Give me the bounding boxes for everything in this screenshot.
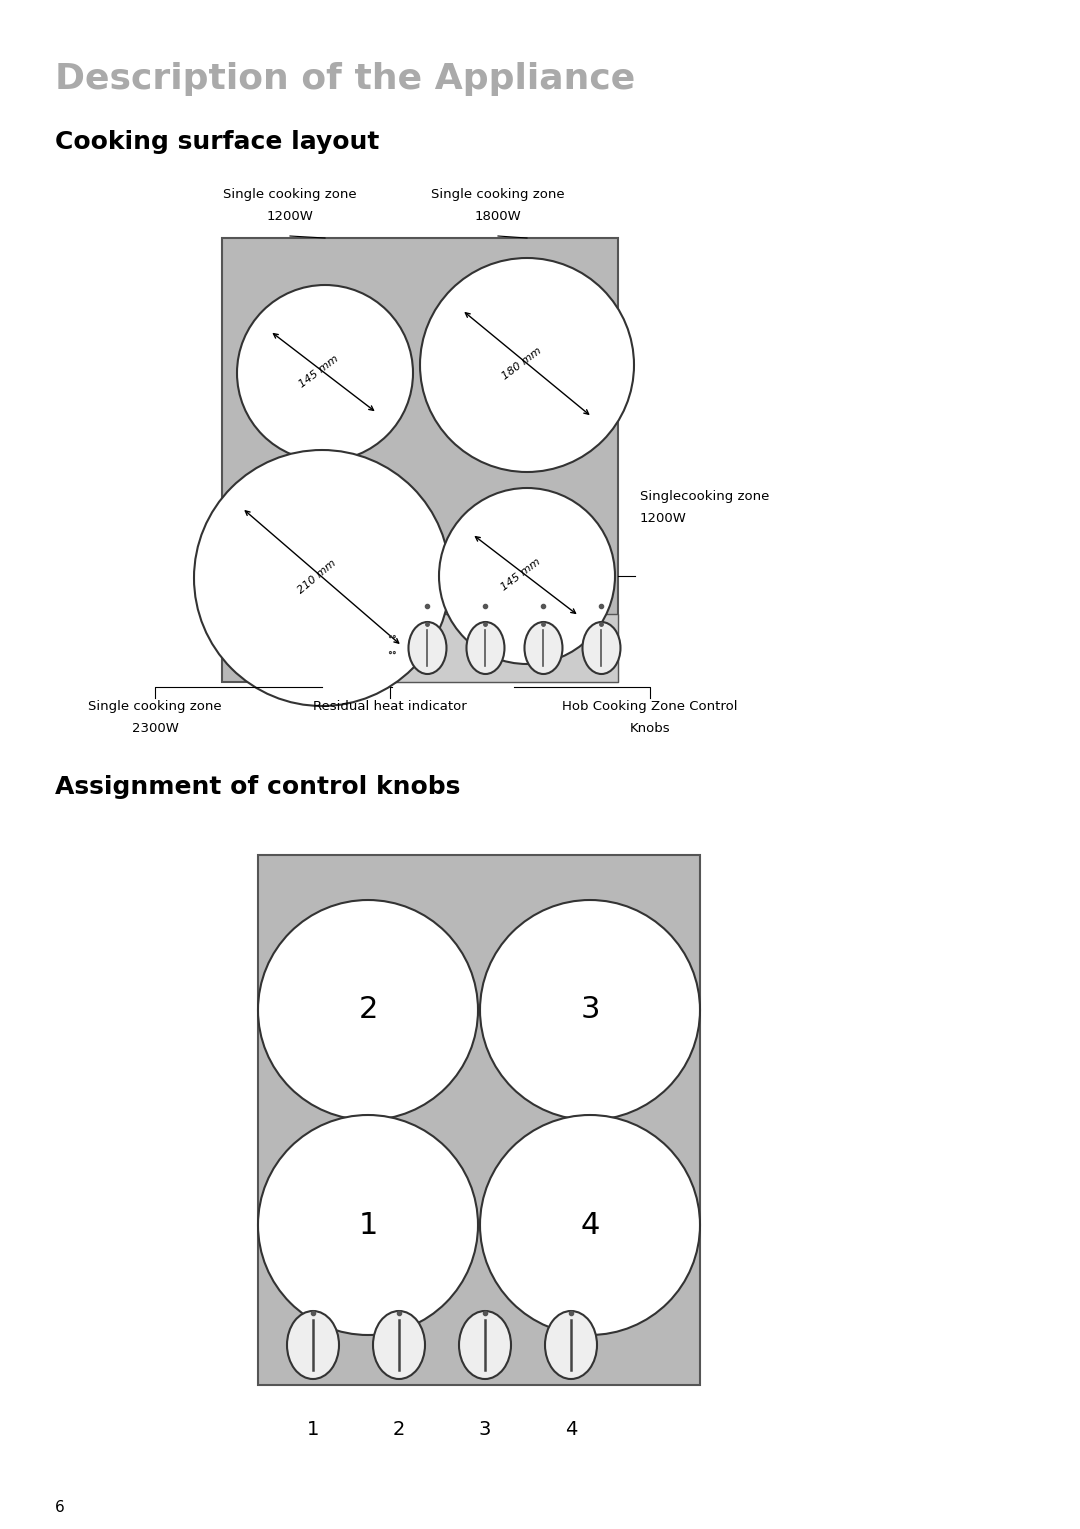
- Ellipse shape: [438, 488, 615, 664]
- Text: 6: 6: [55, 1500, 65, 1515]
- Ellipse shape: [545, 1310, 597, 1379]
- Text: 210 mm: 210 mm: [296, 558, 338, 596]
- Text: 145 mm: 145 mm: [499, 557, 542, 593]
- Text: 4: 4: [565, 1420, 577, 1439]
- Ellipse shape: [408, 622, 446, 674]
- Text: 1800W: 1800W: [474, 209, 522, 223]
- Text: Hob Cooking Zone Control: Hob Cooking Zone Control: [563, 700, 738, 713]
- Text: Singlecooking zone: Singlecooking zone: [640, 489, 769, 503]
- Ellipse shape: [194, 450, 450, 706]
- Text: Description of the Appliance: Description of the Appliance: [55, 63, 635, 96]
- Ellipse shape: [582, 622, 621, 674]
- Ellipse shape: [237, 284, 413, 462]
- Text: Assignment of control knobs: Assignment of control knobs: [55, 775, 460, 800]
- Text: 2300W: 2300W: [132, 722, 178, 735]
- Ellipse shape: [480, 1115, 700, 1335]
- Bar: [373, 615, 618, 682]
- Ellipse shape: [459, 1310, 511, 1379]
- Text: Residual heat indicator: Residual heat indicator: [313, 700, 467, 713]
- Text: 1200W: 1200W: [640, 512, 687, 524]
- Text: °°: °°: [388, 651, 397, 661]
- Bar: [258, 855, 700, 1385]
- Text: °°: °°: [388, 635, 397, 645]
- Ellipse shape: [467, 622, 504, 674]
- Text: 180 mm: 180 mm: [500, 346, 543, 382]
- Text: 1: 1: [359, 1211, 378, 1240]
- Text: Cooking surface layout: Cooking surface layout: [55, 130, 379, 154]
- Text: Single cooking zone: Single cooking zone: [89, 700, 221, 713]
- Bar: [222, 239, 618, 682]
- Ellipse shape: [373, 1310, 426, 1379]
- Text: 1200W: 1200W: [267, 209, 313, 223]
- Ellipse shape: [287, 1310, 339, 1379]
- Text: 1: 1: [307, 1420, 320, 1439]
- Text: 2: 2: [359, 995, 378, 1024]
- Text: 3: 3: [580, 995, 599, 1024]
- Text: Knobs: Knobs: [630, 722, 671, 735]
- Ellipse shape: [420, 258, 634, 472]
- Ellipse shape: [525, 622, 563, 674]
- Text: 4: 4: [580, 1211, 599, 1240]
- Ellipse shape: [258, 901, 478, 1121]
- Ellipse shape: [258, 1115, 478, 1335]
- Text: 3: 3: [478, 1420, 491, 1439]
- Text: Single cooking zone: Single cooking zone: [224, 188, 356, 200]
- Ellipse shape: [480, 901, 700, 1121]
- Text: Single cooking zone: Single cooking zone: [431, 188, 565, 200]
- Text: 145 mm: 145 mm: [297, 355, 340, 390]
- Text: 2: 2: [393, 1420, 405, 1439]
